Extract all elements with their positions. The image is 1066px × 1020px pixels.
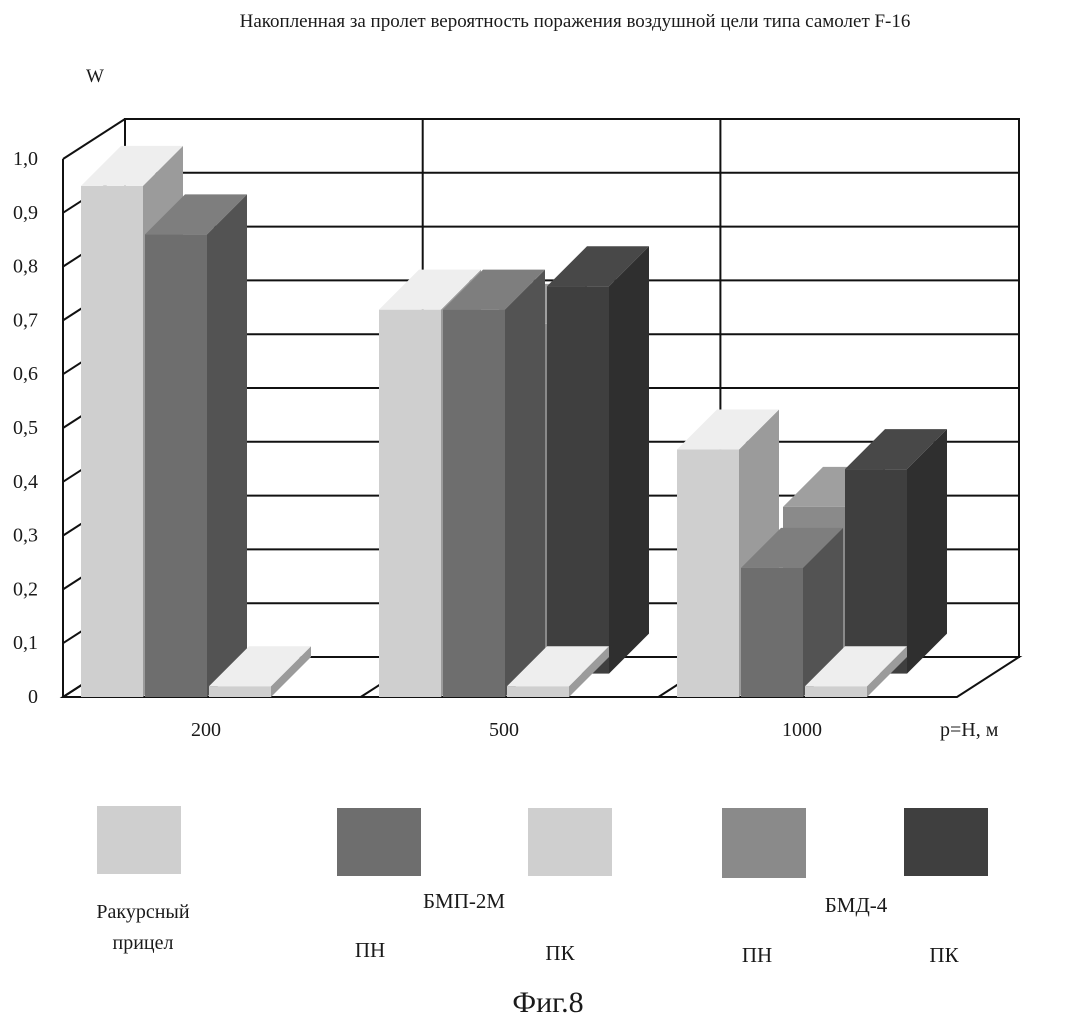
x-tick-label: 200: [191, 719, 221, 741]
legend-swatch-bmp-pk: [528, 808, 612, 876]
y-tick-label: 0,6: [13, 363, 38, 385]
bar-bmd-pk: [547, 246, 649, 673]
bar-bmd-pk-front: [547, 286, 609, 673]
bar-bmp-pn-side: [207, 194, 247, 697]
x-tick-labels: 200 500 1000: [191, 719, 822, 741]
x-axis-label: р=Н, м: [940, 719, 999, 741]
legend-swatch-bmp-pn: [337, 808, 421, 876]
legend-swatch-bmd-pk: [904, 808, 988, 876]
y-tick-label: 1,0: [13, 148, 38, 170]
bar-bmd-pk-side: [609, 246, 649, 673]
legend-label-bmp-pk: ПК: [545, 941, 575, 965]
figure-caption: Фиг.8: [512, 986, 583, 1019]
y-tick-label: 0,8: [13, 256, 38, 278]
bar-rakursny-front: [81, 186, 143, 697]
bar-bmd-pk-front: [845, 469, 907, 673]
bar-bmp-pn: [443, 270, 545, 697]
x-tick-label: 500: [489, 719, 519, 741]
bar-bmd-pk: [845, 429, 947, 673]
legend-label-bmd-pn: ПН: [742, 943, 772, 967]
legend-label-bmd-pk: ПК: [929, 943, 959, 967]
bar-bmp-pk-front: [507, 686, 569, 697]
legend: Ракурсный прицел БМП-2М БМД-4 ПН ПК ПН П…: [96, 806, 988, 967]
legend-swatch-bmd-pn: [722, 808, 806, 878]
bars: [81, 146, 947, 697]
x-tick-label: 1000: [782, 719, 822, 741]
bar-rakursny-front: [379, 310, 441, 697]
y-tick-label: 0,1: [13, 632, 38, 654]
legend-label-rakursny-line1: Ракурсный: [96, 901, 189, 923]
bar-bmp-pn-side: [505, 270, 545, 697]
y-axis-label: W: [86, 66, 104, 87]
y-tick-label: 0,9: [13, 202, 38, 224]
legend-label-bmd: БМД-4: [825, 893, 888, 917]
y-tick-label: 0: [28, 686, 38, 708]
bar-bmp-pn: [145, 194, 247, 697]
bar-bmd-pk-side: [907, 429, 947, 673]
y-tick-labels: 0 0,1 0,2 0,3 0,4 0,5 0,6 0,7 0,8 0,9 1,0: [13, 148, 38, 708]
y-tick-label: 0,4: [13, 471, 38, 493]
bar-bmp-pn-front: [443, 310, 505, 697]
bar-bmp-pk-front: [805, 686, 867, 697]
y-tick-label: 0,5: [13, 417, 38, 439]
legend-label-bmp: БМП-2М: [423, 889, 505, 913]
y-tick-label: 0,3: [13, 525, 38, 547]
bar-bmp-pn-front: [145, 234, 207, 697]
y-tick-label: 0,7: [13, 309, 38, 331]
legend-label-rakursny-line2: прицел: [113, 932, 174, 954]
y-tick-label: 0,2: [13, 578, 38, 600]
legend-label-bmp-pn: ПН: [355, 938, 385, 962]
bar-bmp-pk-front: [209, 686, 271, 697]
legend-swatch-rakursny: [97, 806, 181, 874]
bar-rakursny-front: [677, 450, 739, 697]
chart-title: Накопленная за пролет вероятность пораже…: [240, 11, 911, 32]
bar-bmp-pn-front: [741, 568, 803, 697]
